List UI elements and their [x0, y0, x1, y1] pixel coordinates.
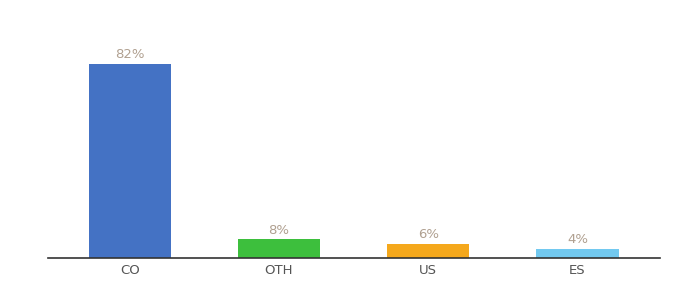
Bar [387, 244, 469, 258]
Bar [88, 64, 171, 258]
Bar [537, 248, 619, 258]
Text: 8%: 8% [269, 224, 290, 237]
Bar [238, 239, 320, 258]
Text: 4%: 4% [567, 233, 588, 246]
Text: 6%: 6% [418, 228, 439, 242]
Text: 82%: 82% [115, 48, 144, 61]
